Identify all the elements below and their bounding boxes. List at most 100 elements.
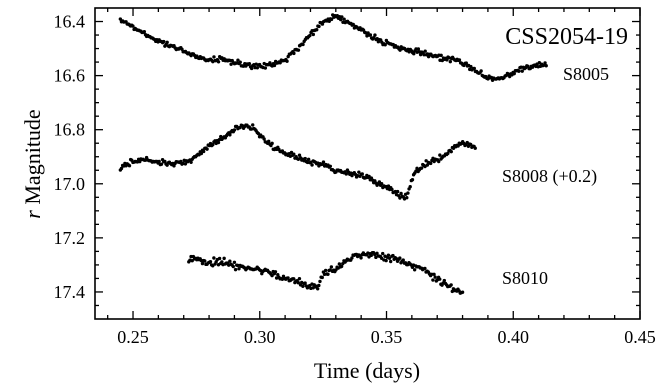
data-point bbox=[543, 61, 547, 65]
data-point bbox=[222, 256, 226, 261]
data-point bbox=[369, 253, 373, 258]
data-point bbox=[419, 166, 424, 170]
data-point bbox=[292, 51, 296, 56]
data-point bbox=[383, 43, 387, 47]
data-point bbox=[157, 159, 161, 164]
data-point bbox=[228, 259, 232, 263]
data-point bbox=[412, 52, 416, 56]
data-point bbox=[469, 64, 473, 69]
data-point bbox=[189, 160, 193, 165]
data-point bbox=[423, 266, 427, 271]
data-point bbox=[384, 258, 388, 263]
data-point bbox=[212, 256, 216, 260]
data-point bbox=[315, 287, 320, 291]
data-point bbox=[412, 268, 417, 272]
data-point bbox=[119, 166, 124, 171]
data-point bbox=[479, 69, 483, 73]
data-point bbox=[544, 64, 548, 68]
data-point bbox=[142, 30, 147, 34]
data-point bbox=[228, 133, 232, 137]
data-point bbox=[405, 196, 409, 200]
data-point bbox=[449, 149, 453, 154]
data-point bbox=[418, 52, 423, 57]
data-point bbox=[439, 53, 443, 58]
x-tick-label: 0.35 bbox=[371, 327, 403, 347]
data-point bbox=[236, 58, 240, 62]
plot-frame bbox=[94, 7, 641, 320]
data-point bbox=[203, 259, 207, 263]
data-point bbox=[238, 60, 242, 64]
x-tick-labels: 0.25 0.30 0.35 0.40 0.45 bbox=[117, 327, 655, 347]
x-tick-label: 0.25 bbox=[117, 327, 149, 347]
data-point bbox=[159, 162, 164, 166]
x-tick-label: 0.45 bbox=[624, 327, 656, 347]
data-point bbox=[233, 267, 238, 272]
data-point bbox=[211, 143, 215, 147]
y-tick-label: 17.2 bbox=[54, 228, 86, 248]
data-point bbox=[334, 268, 338, 272]
data-point bbox=[247, 62, 252, 66]
data-point bbox=[200, 261, 205, 266]
data-point bbox=[231, 264, 235, 269]
data-point bbox=[425, 163, 430, 167]
series-points bbox=[187, 250, 465, 295]
y-axis-title: r Magnitude bbox=[20, 109, 45, 218]
data-point bbox=[317, 24, 321, 29]
data-point bbox=[285, 59, 289, 63]
data-point bbox=[457, 58, 462, 62]
data-point bbox=[320, 275, 324, 280]
data-point bbox=[272, 63, 277, 68]
data-point bbox=[311, 32, 315, 37]
data-point bbox=[216, 60, 221, 64]
axis-ticks bbox=[95, 8, 641, 319]
data-point bbox=[398, 256, 402, 260]
data-point bbox=[339, 17, 343, 22]
data-point bbox=[315, 27, 319, 32]
data-point bbox=[163, 159, 167, 164]
data-point bbox=[372, 36, 376, 40]
data-point bbox=[387, 256, 392, 260]
data-point bbox=[220, 260, 224, 264]
data-point bbox=[388, 259, 393, 264]
data-point bbox=[373, 33, 377, 37]
data-point bbox=[357, 170, 361, 174]
data-point bbox=[127, 164, 132, 168]
data-point bbox=[165, 40, 169, 45]
data-point bbox=[321, 160, 326, 164]
data-point bbox=[317, 283, 321, 288]
data-point bbox=[473, 146, 477, 150]
data-point bbox=[262, 137, 266, 141]
x-tick-label: 0.40 bbox=[498, 327, 530, 347]
data-point bbox=[520, 69, 524, 73]
data-point bbox=[255, 66, 260, 70]
data-point bbox=[329, 17, 334, 22]
chart-title: CSS2054-19 bbox=[505, 24, 628, 50]
data-point bbox=[377, 180, 382, 184]
data-point bbox=[162, 39, 166, 44]
data-point bbox=[351, 22, 355, 27]
data-point bbox=[337, 262, 342, 266]
y-tick-labels: 16.4 16.6 16.8 17.0 17.2 17.4 bbox=[54, 12, 86, 302]
data-point bbox=[472, 66, 476, 71]
data-point bbox=[350, 256, 354, 260]
data-point bbox=[232, 128, 237, 132]
data-point bbox=[395, 189, 400, 194]
data-point bbox=[201, 149, 206, 154]
data-point bbox=[301, 284, 305, 288]
data-point bbox=[381, 251, 385, 256]
data-point bbox=[216, 140, 221, 145]
data-point bbox=[306, 157, 311, 162]
data-point bbox=[138, 159, 142, 164]
y-tick-label: 16.8 bbox=[54, 120, 86, 140]
data-point bbox=[464, 61, 468, 65]
data-point bbox=[251, 123, 255, 127]
data-point bbox=[237, 267, 241, 271]
data-point bbox=[399, 191, 403, 196]
x-tick-label: 0.30 bbox=[244, 327, 276, 347]
data-point bbox=[368, 33, 373, 37]
data-point bbox=[460, 290, 465, 294]
data-point bbox=[179, 159, 183, 164]
data-point bbox=[379, 182, 384, 186]
y-tick-label: 16.6 bbox=[54, 66, 86, 86]
data-point bbox=[296, 281, 300, 285]
